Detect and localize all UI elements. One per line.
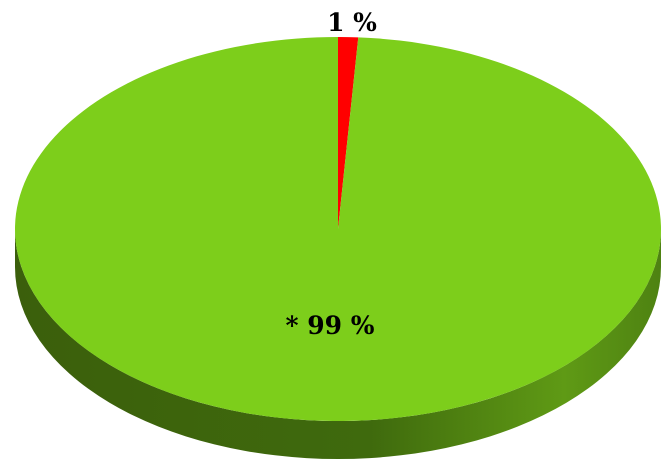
pie-side-wall <box>15 229 661 459</box>
pie-side-wall-shape <box>15 229 661 459</box>
pie-top-face <box>14 37 661 421</box>
data-label-small-slice: 1 % <box>327 8 377 37</box>
pie-labels: 1 % * 99 % <box>285 8 377 340</box>
pie-slice-1 <box>14 37 661 421</box>
pie-slice-0 <box>338 37 359 229</box>
data-label-large-slice: * 99 % <box>285 311 374 340</box>
